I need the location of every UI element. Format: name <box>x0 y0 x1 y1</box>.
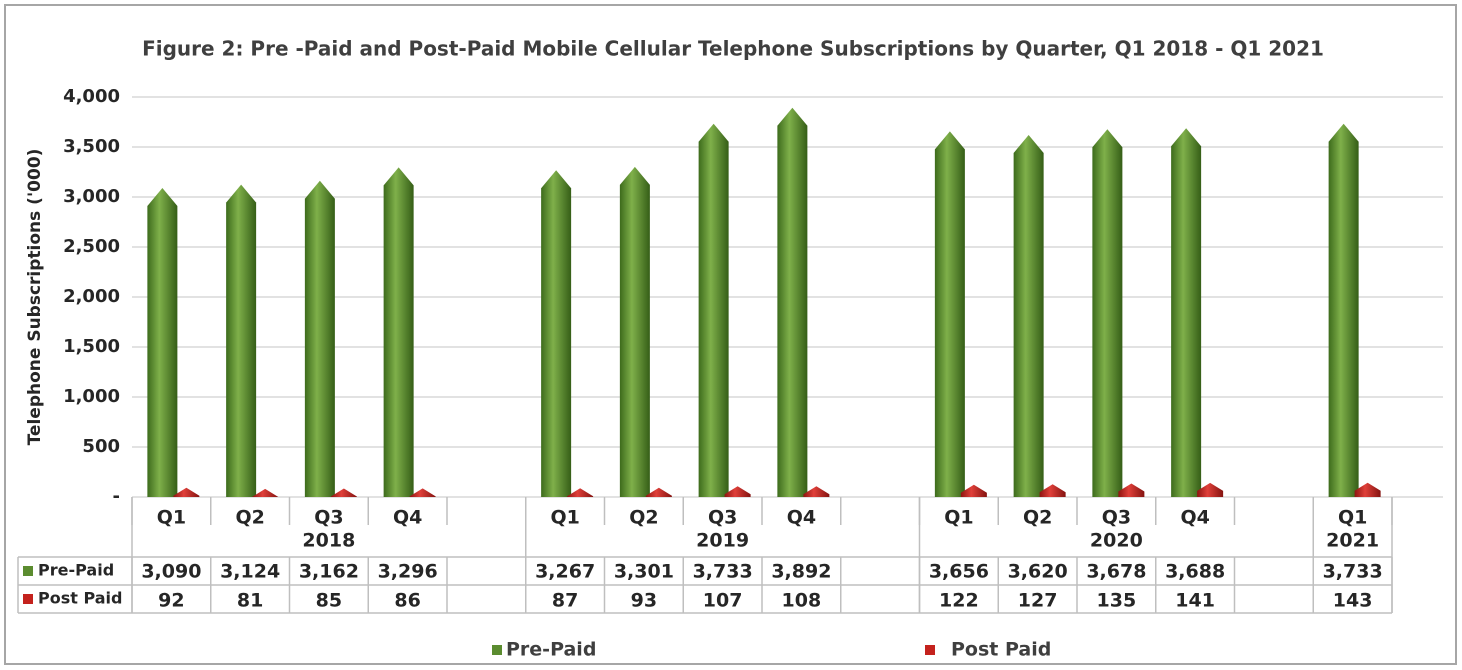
bar <box>252 488 279 497</box>
x-tick-label: Q1 <box>1338 507 1367 529</box>
table-value: 107 <box>703 590 743 612</box>
table-value: 87 <box>552 590 578 612</box>
x-tick-label: Q3 <box>708 507 737 529</box>
bar <box>724 486 751 497</box>
bar <box>567 488 594 497</box>
bar <box>330 488 357 497</box>
x-tick-label: Q2 <box>629 507 658 529</box>
table-value: 3,267 <box>535 561 595 583</box>
table-value: 3,162 <box>299 561 359 583</box>
x-tick-label: Q4 <box>393 507 422 529</box>
bar <box>304 180 335 498</box>
bar <box>777 107 808 498</box>
bar <box>803 486 830 497</box>
bar <box>934 131 965 497</box>
bar <box>541 170 572 498</box>
table-value: 108 <box>782 590 822 612</box>
table-value: 3,301 <box>614 561 674 583</box>
bar <box>960 484 987 497</box>
bar <box>409 488 436 497</box>
bar <box>1328 123 1359 497</box>
x-tick-label: Q1 <box>550 507 579 529</box>
table-value: 93 <box>631 590 657 612</box>
legend-swatch <box>23 594 33 604</box>
legend-swatch <box>23 566 33 576</box>
table-value: 86 <box>394 590 420 612</box>
table-value: 3,620 <box>1008 561 1068 583</box>
bar <box>383 167 414 497</box>
bar <box>1013 135 1044 497</box>
bar <box>147 188 178 497</box>
table-value: 3,656 <box>929 561 989 583</box>
table-value: 127 <box>1018 590 1058 612</box>
y-tick-label: 1,000 <box>63 386 120 407</box>
group-label: 2021 <box>1326 530 1379 552</box>
y-tick-label: 3,000 <box>63 186 120 207</box>
x-tick-label: Q4 <box>1180 507 1209 529</box>
y-axis-label: Telephone Subscriptions ('000) <box>25 149 45 446</box>
bar <box>1171 128 1202 497</box>
y-tick-label: 1,500 <box>63 336 120 357</box>
group-label: 2019 <box>696 530 749 552</box>
row-label: Pre-Paid <box>38 561 114 580</box>
legend-label: Post Paid <box>951 639 1051 661</box>
table-value: 3,733 <box>1323 561 1383 583</box>
table-value: 85 <box>316 590 342 612</box>
table-value: 3,296 <box>378 561 438 583</box>
y-tick-label: 500 <box>82 436 120 457</box>
legend-swatch <box>925 645 935 655</box>
y-tick-label: - <box>113 486 120 507</box>
x-tick-label: Q3 <box>314 507 343 529</box>
legend-swatch <box>492 645 502 655</box>
bar <box>698 123 729 497</box>
table-value: 3,733 <box>693 561 753 583</box>
table-value: 3,688 <box>1165 561 1225 583</box>
table-value: 141 <box>1175 590 1215 612</box>
group-label: 2018 <box>302 530 355 552</box>
row-label: Post Paid <box>38 589 123 608</box>
x-tick-label: Q2 <box>1023 507 1052 529</box>
x-tick-label: Q1 <box>944 507 973 529</box>
table-value: 3,678 <box>1086 561 1146 583</box>
group-label: 2020 <box>1090 530 1143 552</box>
x-tick-label: Q1 <box>157 507 186 529</box>
bar <box>1354 482 1381 497</box>
bar <box>226 184 257 497</box>
bar <box>173 487 200 497</box>
table-value: 3,124 <box>220 561 280 583</box>
frame <box>4 4 1457 665</box>
table-value: 135 <box>1097 590 1137 612</box>
table-value: 3,090 <box>141 561 201 583</box>
bar <box>645 487 672 497</box>
x-tick-label: Q3 <box>1102 507 1131 529</box>
table-value: 122 <box>939 590 979 612</box>
bar <box>1039 484 1066 497</box>
table-value: 143 <box>1333 590 1373 612</box>
chart-title: Figure 2: Pre -Paid and Post-Paid Mobile… <box>142 37 1324 61</box>
y-tick-label: 2,000 <box>63 286 120 307</box>
y-tick-label: 4,000 <box>63 86 120 107</box>
y-tick-label: 2,500 <box>63 236 120 257</box>
table-value: 92 <box>158 590 184 612</box>
bar <box>619 166 650 497</box>
legend-label: Pre-Paid <box>506 639 596 661</box>
table-value: 81 <box>237 590 263 612</box>
x-tick-label: Q4 <box>787 507 816 529</box>
bar <box>1197 482 1224 497</box>
x-tick-label: Q2 <box>235 507 264 529</box>
bar <box>1118 483 1145 497</box>
bar <box>1092 129 1123 497</box>
y-tick-label: 3,500 <box>63 136 120 157</box>
table-value: 3,892 <box>771 561 831 583</box>
